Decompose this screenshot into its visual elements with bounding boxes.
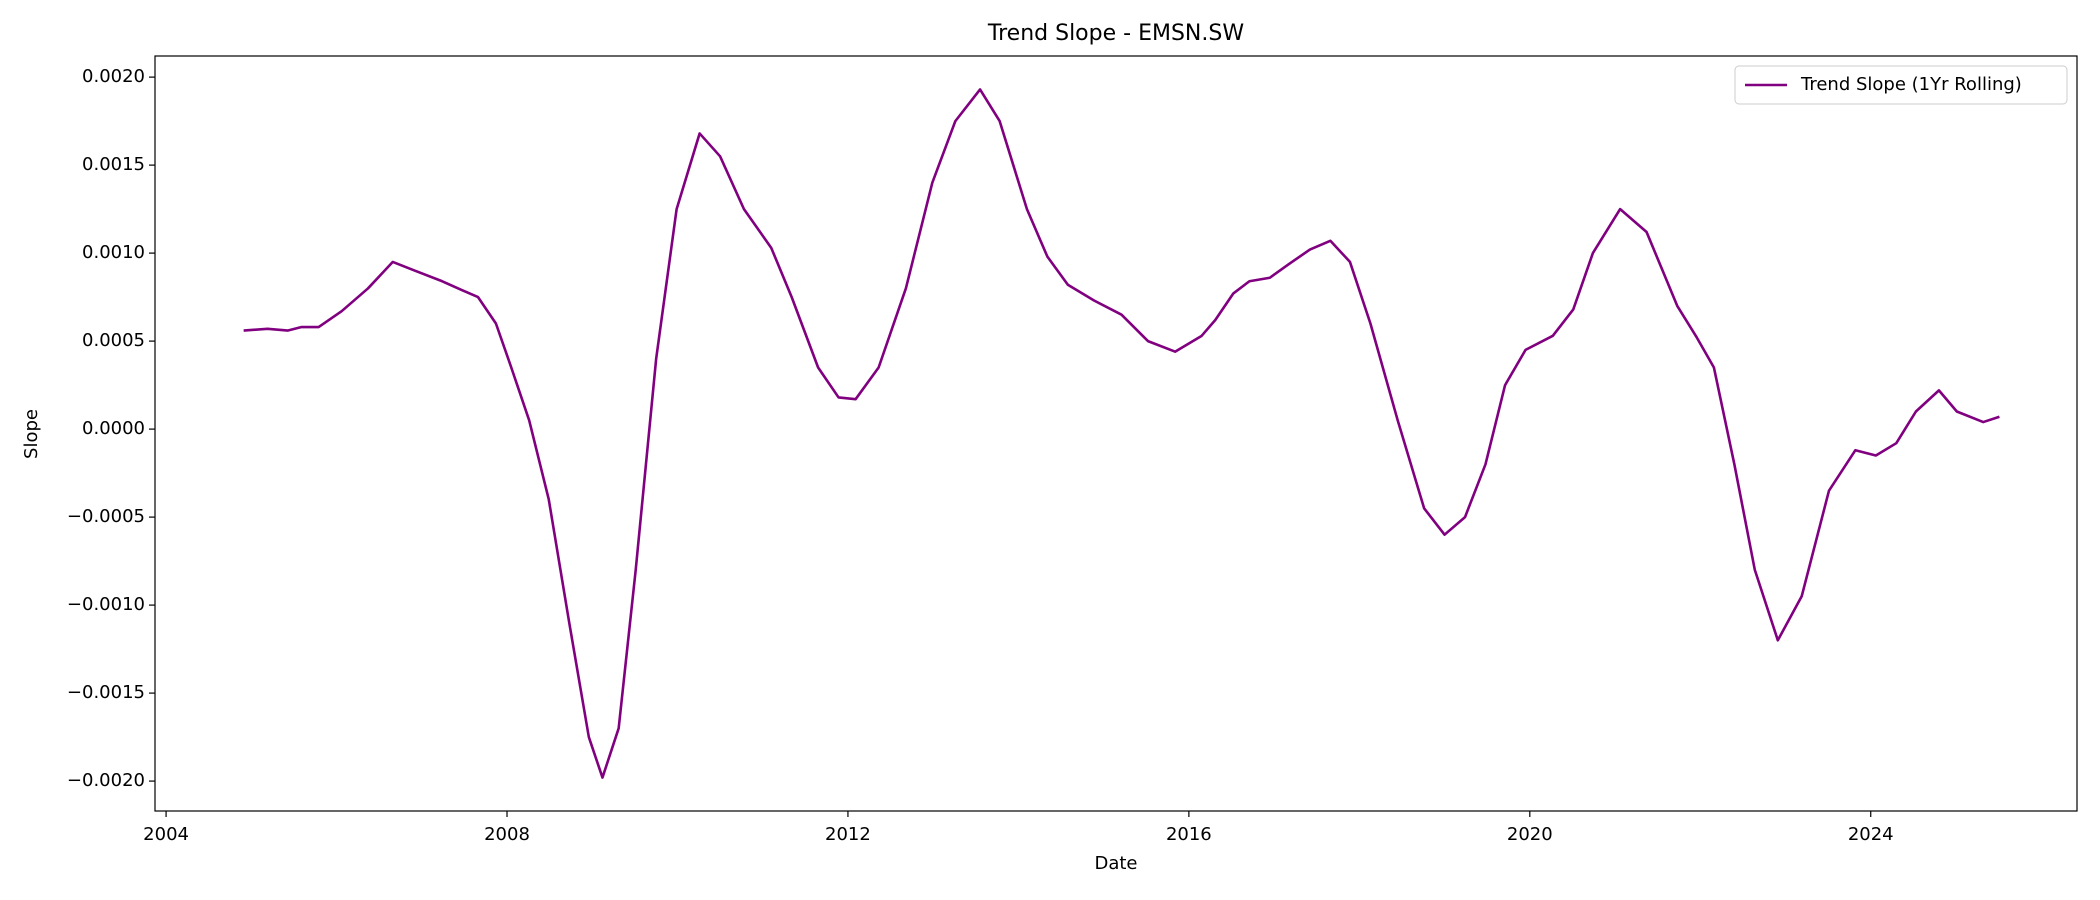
x-tick-label: 2016 (1166, 824, 1212, 845)
y-tick-label: −0.0020 (67, 770, 145, 791)
y-tick-label: −0.0010 (67, 594, 145, 615)
plot-frame (154, 55, 2078, 812)
x-tick-label: 2008 (484, 824, 530, 845)
y-tick-label: 0.0000 (82, 418, 145, 439)
y-tick-label: 0.0005 (82, 330, 145, 351)
y-tick-label: 0.0020 (82, 66, 145, 87)
chart-title: Trend Slope - EMSN.SW (987, 21, 1244, 46)
legend-frame (1734, 65, 2068, 105)
y-axis-label: Slope (21, 409, 42, 459)
x-tick-label: 2020 (1507, 824, 1553, 845)
x-tick-label: 2024 (1848, 824, 1894, 845)
legend-label: Trend Slope (1Yr Rolling) (1800, 74, 2022, 95)
x-tick-label: 2004 (143, 824, 189, 845)
x-axis-label: Date (1094, 853, 1137, 874)
y-tick-label: 0.0010 (82, 242, 145, 263)
x-tick-label: 2012 (825, 824, 871, 845)
y-tick-label: −0.0005 (67, 506, 145, 527)
series-line (243, 88, 2000, 779)
y-tick-label: −0.0015 (67, 682, 145, 703)
y-tick-label: 0.0015 (82, 154, 145, 175)
